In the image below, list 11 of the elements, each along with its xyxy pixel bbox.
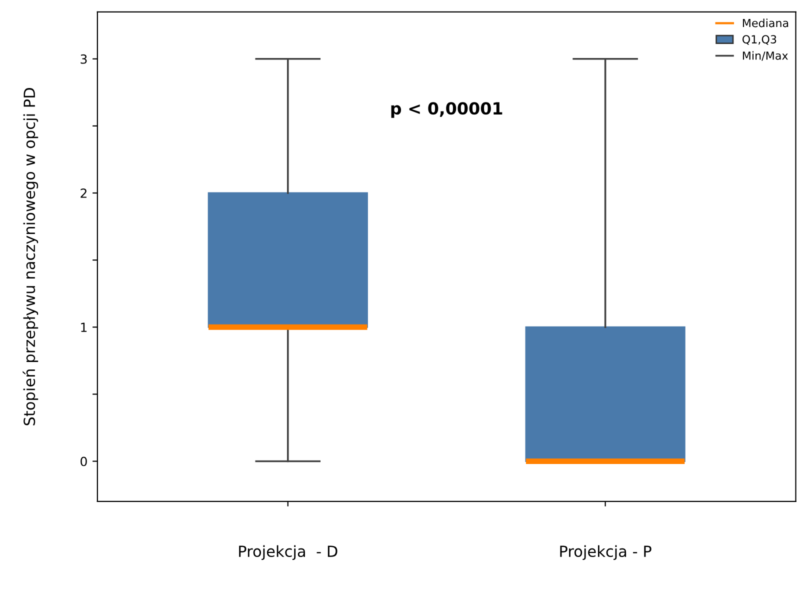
y-tick-label: 0 bbox=[80, 456, 87, 466]
annotation: Min/Max bbox=[742, 51, 788, 61]
y-tick-label: 1 bbox=[81, 322, 87, 332]
annotation: p < 0,00001 bbox=[391, 102, 502, 118]
x-tick-label: Projekcja - D bbox=[239, 545, 338, 560]
y-axis-title: Stopień przepływu naczyniowego w opcji PD bbox=[22, 88, 38, 426]
legend-label: Q1,Q3 bbox=[742, 35, 776, 45]
annotation: Mediana bbox=[742, 18, 788, 28]
x-tick-label: Projekcja - P bbox=[560, 545, 652, 560]
y-tick-label: 2 bbox=[80, 188, 86, 198]
y-tick-label: 3 bbox=[80, 54, 87, 64]
